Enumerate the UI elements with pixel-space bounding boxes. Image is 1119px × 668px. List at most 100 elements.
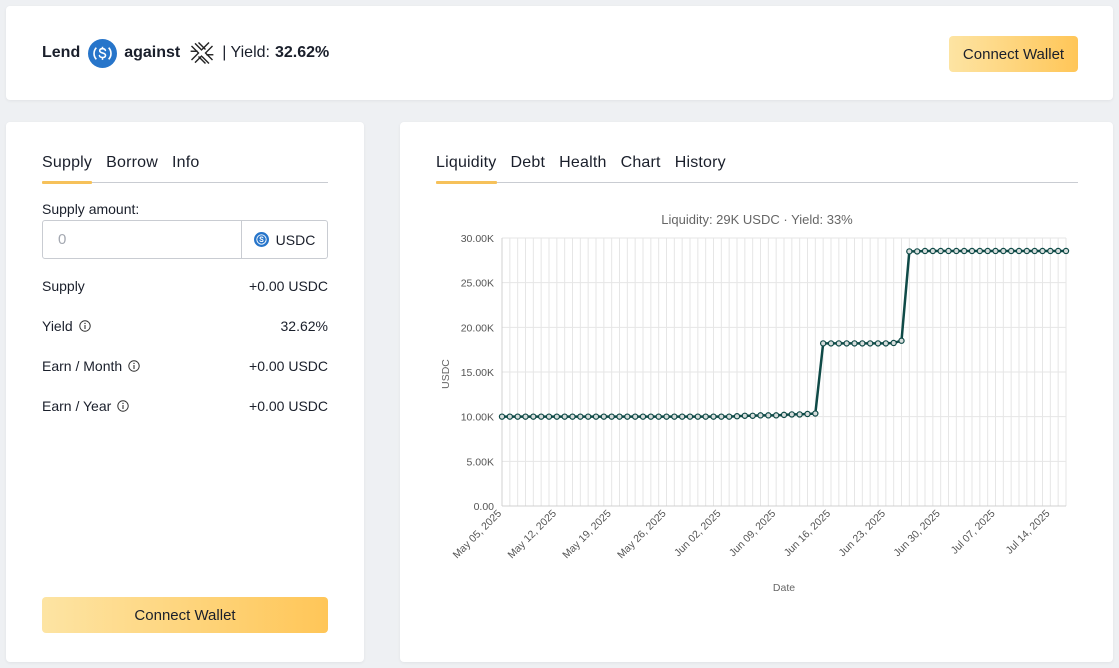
data-point[interactable]: [1031, 247, 1038, 255]
data-point[interactable]: [624, 413, 631, 420]
data-point[interactable]: [616, 413, 623, 420]
yield-row-key: Yield: [42, 318, 91, 334]
y-tick-label: 15.00K: [461, 367, 494, 379]
data-point[interactable]: [976, 247, 984, 255]
data-point[interactable]: [1062, 247, 1070, 255]
data-point[interactable]: [757, 412, 764, 419]
data-point[interactable]: [866, 340, 874, 347]
data-point[interactable]: [600, 413, 608, 420]
data-point[interactable]: [647, 413, 655, 420]
data-point[interactable]: [702, 413, 709, 420]
data-point[interactable]: [741, 412, 749, 419]
data-point[interactable]: [553, 413, 561, 420]
data-point[interactable]: [890, 339, 897, 347]
data-point[interactable]: [772, 412, 780, 419]
data-point[interactable]: [937, 247, 944, 255]
data-point[interactable]: [671, 413, 678, 420]
data-point[interactable]: [631, 413, 639, 420]
data-point[interactable]: [765, 412, 772, 419]
data-point[interactable]: [913, 248, 921, 255]
data-point[interactable]: [953, 247, 960, 255]
data-point[interactable]: [1023, 247, 1031, 255]
data-point[interactable]: [749, 412, 756, 419]
data-point[interactable]: [710, 413, 717, 420]
data-point[interactable]: [812, 410, 819, 417]
supply-panel: Supply Borrow Info Supply amount: USDC S…: [6, 122, 364, 662]
data-point[interactable]: [561, 413, 568, 420]
y-axis-label: USDC: [440, 359, 452, 389]
data-point[interactable]: [537, 413, 545, 420]
data-point[interactable]: [859, 340, 866, 347]
data-point[interactable]: [960, 247, 968, 255]
data-point[interactable]: [984, 247, 991, 255]
data-point[interactable]: [1054, 247, 1062, 255]
data-point[interactable]: [530, 413, 537, 420]
data-point[interactable]: [1039, 247, 1046, 255]
tab-supply[interactable]: Supply: [42, 154, 93, 184]
data-point[interactable]: [851, 340, 858, 347]
data-point[interactable]: [921, 247, 929, 255]
data-point[interactable]: [796, 411, 803, 418]
data-point[interactable]: [686, 413, 694, 420]
data-point[interactable]: [819, 340, 827, 347]
data-point[interactable]: [945, 247, 952, 255]
data-point[interactable]: [522, 413, 529, 420]
data-point[interactable]: [929, 247, 937, 255]
data-point[interactable]: [655, 413, 662, 420]
tab-debt[interactable]: Debt: [510, 154, 546, 171]
data-point[interactable]: [592, 413, 600, 420]
info-icon[interactable]: [78, 320, 91, 332]
y-tick-label: 5.00K: [467, 456, 494, 468]
data-point[interactable]: [788, 411, 796, 418]
x-axis: May 05, 2025 May 12, 2025 May 19, 2025 May …: [451, 508, 1053, 562]
data-point[interactable]: [1047, 247, 1054, 255]
data-point[interactable]: [1000, 247, 1007, 255]
tab-borrow[interactable]: Borrow: [106, 154, 159, 171]
data-point[interactable]: [678, 413, 686, 420]
data-point[interactable]: [843, 340, 850, 347]
data-point[interactable]: [506, 413, 514, 420]
data-point[interactable]: [827, 340, 835, 347]
data-point[interactable]: [663, 413, 670, 420]
data-point[interactable]: [639, 413, 647, 420]
data-point[interactable]: [569, 413, 576, 420]
data-point[interactable]: [1007, 247, 1015, 255]
x-tick-label: Jun 02, 2025: [672, 508, 724, 560]
data-point[interactable]: [733, 413, 741, 420]
data-point[interactable]: [584, 413, 592, 420]
tab-info[interactable]: Info: [172, 154, 200, 171]
data-point[interactable]: [835, 340, 843, 347]
tab-liquidity[interactable]: Liquidity: [436, 154, 497, 184]
tab-chart[interactable]: Chart: [620, 154, 661, 171]
data-point[interactable]: [874, 340, 882, 347]
data-point[interactable]: [780, 411, 788, 419]
data-point[interactable]: [694, 413, 702, 420]
data-point[interactable]: [545, 413, 553, 420]
header-connect-wallet-button[interactable]: Connect Wallet: [949, 36, 1078, 72]
y-tick-label: 10.00K: [461, 412, 494, 424]
data-point[interactable]: [898, 337, 905, 344]
data-point[interactable]: [608, 413, 615, 420]
data-point[interactable]: [725, 413, 733, 420]
lend-label: Lend: [42, 44, 81, 61]
liquidity-panel: Liquidity Debt Health Chart History Liqu…: [400, 122, 1113, 662]
earn-month-key: Earn / Month: [42, 358, 140, 374]
earn-month-label: Earn / Month: [42, 358, 123, 374]
supply-connect-wallet-button[interactable]: Connect Wallet: [42, 597, 328, 633]
tab-history[interactable]: History: [674, 154, 726, 171]
data-point[interactable]: [882, 340, 890, 347]
earn-year-value: +0.00 USDC: [249, 398, 328, 414]
info-icon[interactable]: [117, 400, 129, 412]
info-icon[interactable]: [128, 360, 140, 372]
supply-amount-input[interactable]: [43, 221, 241, 258]
data-point[interactable]: [577, 413, 584, 420]
data-point[interactable]: [1015, 247, 1023, 255]
data-point[interactable]: [514, 413, 521, 420]
data-point[interactable]: [992, 247, 999, 255]
data-point[interactable]: [968, 247, 976, 255]
tab-health[interactable]: Health: [559, 154, 607, 171]
data-point[interactable]: [498, 413, 506, 420]
data-point[interactable]: [804, 410, 811, 418]
data-point[interactable]: [718, 413, 725, 420]
data-point[interactable]: [906, 248, 913, 255]
